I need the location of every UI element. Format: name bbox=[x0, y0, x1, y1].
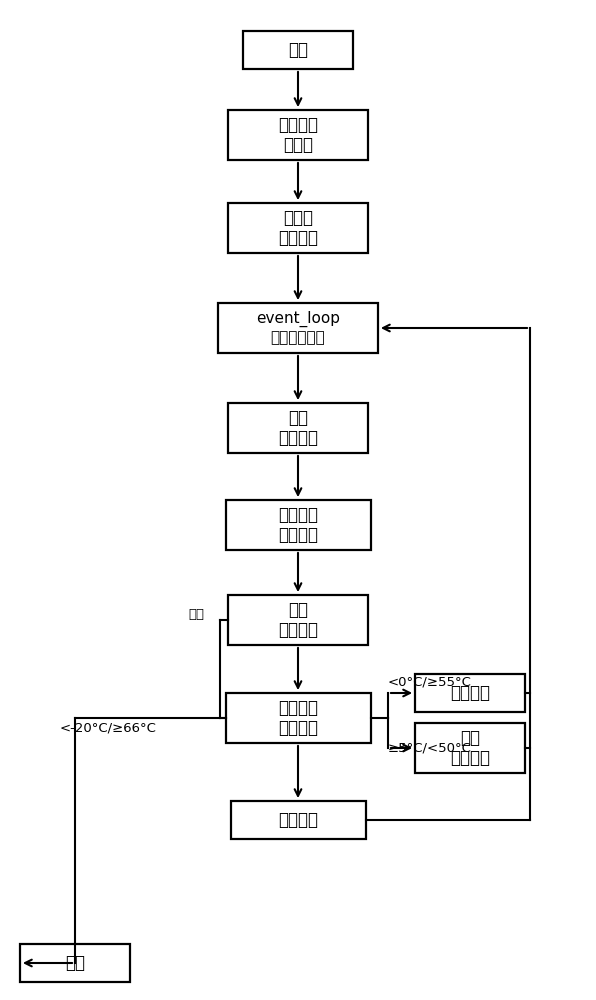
Text: 获取
充电事件: 获取 充电事件 bbox=[278, 409, 318, 447]
FancyBboxPatch shape bbox=[228, 203, 368, 253]
FancyBboxPatch shape bbox=[218, 303, 378, 353]
FancyBboxPatch shape bbox=[415, 723, 525, 773]
Text: 初始化
其他代码: 初始化 其他代码 bbox=[278, 209, 318, 247]
FancyBboxPatch shape bbox=[20, 944, 130, 982]
FancyBboxPatch shape bbox=[228, 110, 368, 160]
Text: 画面显示: 画面显示 bbox=[278, 811, 318, 829]
Text: 开始: 开始 bbox=[288, 41, 308, 59]
Text: 电池温度
检测处理: 电池温度 检测处理 bbox=[278, 699, 318, 737]
Text: 停止充电: 停止充电 bbox=[450, 684, 490, 702]
Text: <-20°C/≥66°C: <-20°C/≥66°C bbox=[60, 722, 156, 734]
Text: 处理
充电状态: 处理 充电状态 bbox=[278, 601, 318, 639]
Text: event_loop
循环检测事件: event_loop 循环检测事件 bbox=[256, 311, 340, 345]
FancyBboxPatch shape bbox=[225, 500, 371, 550]
Text: 关机: 关机 bbox=[65, 954, 85, 972]
FancyBboxPatch shape bbox=[228, 403, 368, 453]
Text: 异常: 异常 bbox=[188, 607, 204, 620]
FancyBboxPatch shape bbox=[225, 693, 371, 743]
FancyBboxPatch shape bbox=[243, 31, 353, 69]
Text: ≥5°C/<50°C: ≥5°C/<50°C bbox=[388, 742, 472, 754]
Text: <0°C/≥55°C: <0°C/≥55°C bbox=[388, 676, 472, 688]
Text: 获取设备
状态信息: 获取设备 状态信息 bbox=[278, 506, 318, 544]
FancyBboxPatch shape bbox=[228, 595, 368, 645]
Text: 充电事件
初始化: 充电事件 初始化 bbox=[278, 116, 318, 154]
Text: 重新
开始充电: 重新 开始充电 bbox=[450, 729, 490, 767]
FancyBboxPatch shape bbox=[415, 674, 525, 712]
FancyBboxPatch shape bbox=[231, 801, 365, 839]
